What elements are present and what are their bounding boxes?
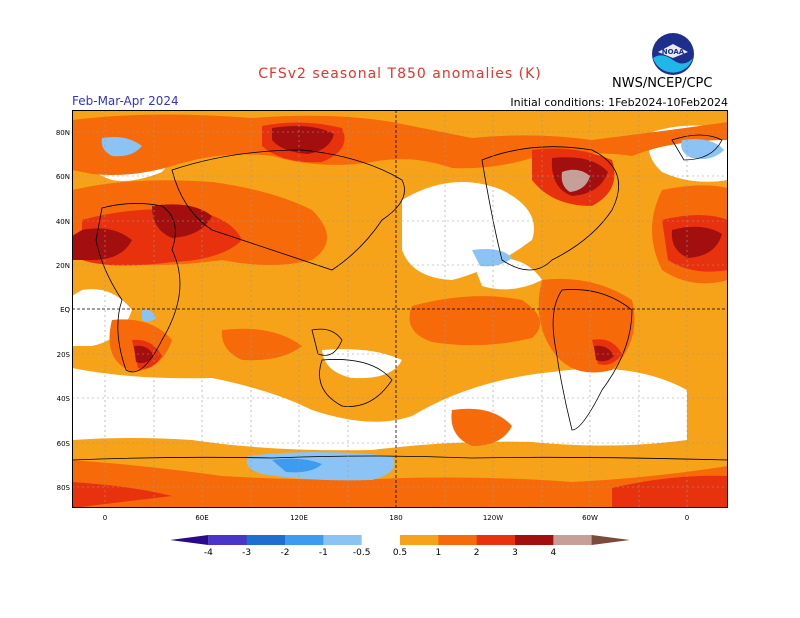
colorbar-tick-label: 0.5 — [392, 548, 408, 558]
lat-label-80n: 80N — [55, 129, 70, 137]
lon-label-0: 0 — [102, 514, 108, 522]
agency-label: NWS/NCEP/CPC — [612, 76, 713, 91]
colorbar-tick-label: 1 — [435, 548, 442, 558]
colorbar-swatch — [515, 535, 554, 545]
lon-label-120e: 120E — [290, 514, 308, 522]
forecast-period: Feb-Mar-Apr 2024 — [72, 94, 179, 108]
colorbar-swatch — [285, 535, 324, 545]
lat-label-80s: 80S — [56, 484, 70, 492]
lon-label-120w: 120W — [482, 514, 504, 522]
lat-label-20n: 20N — [55, 262, 70, 270]
colorbar-tick-label: -3 — [242, 548, 252, 558]
colorbar-swatch — [246, 535, 286, 545]
colorbar-tick-label: -0.5 — [352, 548, 371, 558]
colorbar-swatch — [400, 535, 439, 545]
colorbar — [170, 535, 630, 545]
colorbar-tick-label: -1 — [318, 548, 328, 558]
reference-lines — [72, 110, 728, 508]
lon-label-60e: 60E — [195, 514, 209, 522]
logo-text: NOAA — [662, 48, 685, 56]
lon-label-0-east: 0 — [684, 514, 690, 522]
anomaly-field — [72, 110, 728, 508]
coastlines — [72, 134, 728, 461]
lat-label-60s: 60S — [56, 440, 70, 448]
colorbar-swatch — [591, 535, 630, 545]
colorbar-swatch — [208, 535, 248, 545]
lon-label-60w: 60W — [582, 514, 598, 522]
colorbar-tick-label: 3 — [512, 548, 518, 558]
colorbar-swatch — [361, 535, 401, 545]
lon-label-180: 180 — [389, 514, 403, 522]
colorbar-swatch — [170, 535, 209, 545]
noaa-logo-icon: NOAA — [652, 33, 694, 75]
colorbar-tick-label: -4 — [203, 548, 213, 558]
lat-label-60n: 60N — [55, 173, 70, 181]
colorbar-swatch — [476, 535, 516, 545]
map-title: CFSv2 seasonal T850 anomalies (K) — [258, 66, 542, 82]
colorbar-tick-label: 4 — [550, 548, 557, 558]
lat-label-40n: 40N — [55, 218, 70, 226]
colorbar-tick-label: -2 — [280, 548, 290, 558]
grid — [72, 110, 728, 508]
colorbar-swatch — [553, 535, 593, 545]
anomaly-map — [72, 110, 728, 508]
colorbar-tick-label: 2 — [473, 548, 480, 558]
lat-label-40s: 40S — [56, 395, 70, 403]
initial-conditions: Initial conditions: 1Feb2024-10Feb2024 — [510, 96, 728, 109]
lat-label-eq: EQ — [60, 306, 70, 314]
colorbar-swatch — [438, 535, 478, 545]
lat-label-20s: 20S — [56, 351, 70, 359]
colorbar-swatch — [323, 535, 363, 545]
